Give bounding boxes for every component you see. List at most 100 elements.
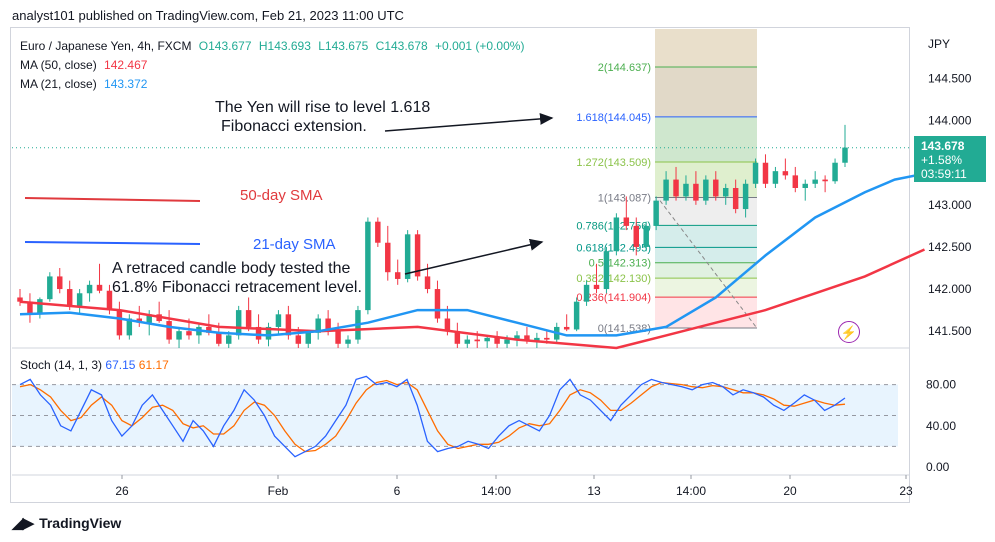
candle-body bbox=[812, 179, 818, 184]
candle-body bbox=[703, 179, 709, 201]
candle-body bbox=[116, 310, 123, 336]
candle-body bbox=[375, 221, 381, 243]
candle-body bbox=[57, 276, 63, 290]
ma50-line bbox=[19, 248, 926, 350]
candle-body bbox=[166, 321, 172, 340]
ma50-value: 142.467 bbox=[104, 58, 148, 72]
candle-body bbox=[216, 332, 222, 344]
stoch-d-line bbox=[19, 379, 846, 453]
brand-name: TradingView bbox=[39, 515, 122, 531]
symbol-name: Euro / Japanese Yen, 4h, FXCM bbox=[20, 39, 192, 53]
candle-body bbox=[305, 332, 311, 344]
stoch-k-line bbox=[19, 375, 846, 458]
fib-zone-top bbox=[655, 29, 757, 67]
ohlc-close: C143.678 bbox=[375, 39, 428, 53]
last-price-badge: 143.678 +1.58% 03:59:11 bbox=[914, 136, 986, 182]
x-tick-label: 14:00 bbox=[481, 484, 511, 498]
candle-body bbox=[643, 225, 649, 247]
ohlc-low: L143.675 bbox=[318, 39, 369, 53]
stoch-tick-label: 80.00 bbox=[926, 378, 956, 392]
candle-body bbox=[444, 318, 451, 332]
candle-body bbox=[106, 290, 113, 311]
candle-body bbox=[593, 284, 600, 290]
fib-trendline bbox=[659, 200, 757, 328]
tradingview-logo[interactable]: ◢▶ TradingView bbox=[12, 514, 121, 532]
stoch-d-value: 61.17 bbox=[138, 358, 169, 372]
candle-body bbox=[275, 314, 282, 327]
candle-body bbox=[474, 339, 480, 342]
candle-body bbox=[146, 314, 152, 323]
candle-body bbox=[693, 183, 699, 201]
y-tick-label: 144.500 bbox=[928, 72, 972, 86]
candle-body bbox=[653, 200, 659, 226]
sma50-annotation: 50-day SMA bbox=[240, 187, 323, 204]
badge-price: 143.678 bbox=[921, 139, 965, 153]
ma21-line bbox=[19, 172, 925, 337]
currency-label: JPY bbox=[928, 37, 951, 51]
candle-body bbox=[47, 276, 53, 300]
candle-body bbox=[514, 335, 520, 340]
candle-body bbox=[17, 297, 23, 302]
candle-body bbox=[385, 242, 391, 273]
candle-body bbox=[772, 171, 779, 184]
x-tick-label: 26 bbox=[115, 484, 129, 498]
candle-body bbox=[524, 335, 530, 342]
fib-level-label: 0.382(142.130) bbox=[576, 273, 651, 285]
badge-countdown: 03:59:11 bbox=[921, 167, 967, 181]
sma21-sample-line bbox=[24, 241, 201, 245]
candle-body bbox=[544, 337, 550, 340]
annotation-yen-rise: The Yen will rise to level 1.618 Fibonac… bbox=[215, 98, 430, 136]
ma50-legend: MA (50, close) 142.467 bbox=[20, 58, 151, 72]
candle-body bbox=[245, 310, 252, 327]
annotation-retraced: A retraced candle body tested the 61.8% … bbox=[112, 259, 362, 297]
candle-body bbox=[265, 326, 272, 340]
candle-body bbox=[683, 183, 689, 197]
lightning-icon[interactable]: ⚡ bbox=[838, 321, 860, 343]
candle-body bbox=[285, 314, 292, 336]
stoch-tick-label: 0.00 bbox=[926, 460, 950, 474]
x-tick-label: 20 bbox=[783, 484, 797, 498]
symbol-legend: Euro / Japanese Yen, 4h, FXCM O143.677 H… bbox=[20, 39, 528, 53]
candle-body bbox=[713, 179, 719, 197]
fib-level-label: 1(143.087) bbox=[598, 193, 651, 205]
candle-body bbox=[633, 225, 639, 247]
ohlc-open: O143.677 bbox=[198, 39, 252, 53]
candle-body bbox=[404, 234, 411, 279]
y-tick-label: 141.500 bbox=[928, 324, 972, 338]
candle-body bbox=[494, 337, 500, 344]
candle-body bbox=[66, 289, 73, 306]
candle-body bbox=[335, 331, 341, 344]
annotation-arrow bbox=[404, 238, 544, 275]
publisher-line: analyst101 published on TradingView.com,… bbox=[12, 8, 404, 23]
candle-body bbox=[315, 318, 321, 333]
candle-body bbox=[623, 217, 630, 226]
candle-body bbox=[295, 335, 302, 344]
ma50-label: MA (50, close) bbox=[20, 58, 97, 72]
fib-level-label: 2(144.637) bbox=[598, 62, 651, 74]
candle-body bbox=[424, 276, 431, 290]
annotation-line: The Yen will rise to level 1.618 bbox=[215, 99, 431, 116]
candle-body bbox=[802, 183, 808, 188]
candle-body bbox=[573, 301, 580, 330]
x-tick-label: 23 bbox=[899, 484, 913, 498]
candle-body bbox=[464, 339, 471, 344]
candle-body bbox=[792, 175, 799, 188]
fib-level-label: 0.5(142.313) bbox=[589, 258, 651, 270]
annotation-line: A retraced candle body tested the bbox=[112, 260, 351, 277]
stoch-label: Stoch (14, 1, 3) bbox=[20, 358, 103, 372]
stoch-tick-label: 40.00 bbox=[926, 419, 956, 433]
fib-zone bbox=[655, 262, 757, 279]
sma50-sample-line bbox=[24, 197, 201, 202]
candle-body bbox=[37, 299, 43, 315]
fib-zone bbox=[655, 247, 757, 263]
candle-body bbox=[394, 272, 401, 279]
candle-body bbox=[325, 318, 331, 332]
candle-body bbox=[86, 284, 93, 294]
candle-body bbox=[454, 331, 461, 344]
y-tick-label: 144.000 bbox=[928, 114, 972, 128]
candle-body bbox=[255, 326, 262, 340]
candle-body bbox=[96, 284, 103, 291]
candle-body bbox=[782, 171, 789, 176]
candle-body bbox=[434, 289, 441, 319]
